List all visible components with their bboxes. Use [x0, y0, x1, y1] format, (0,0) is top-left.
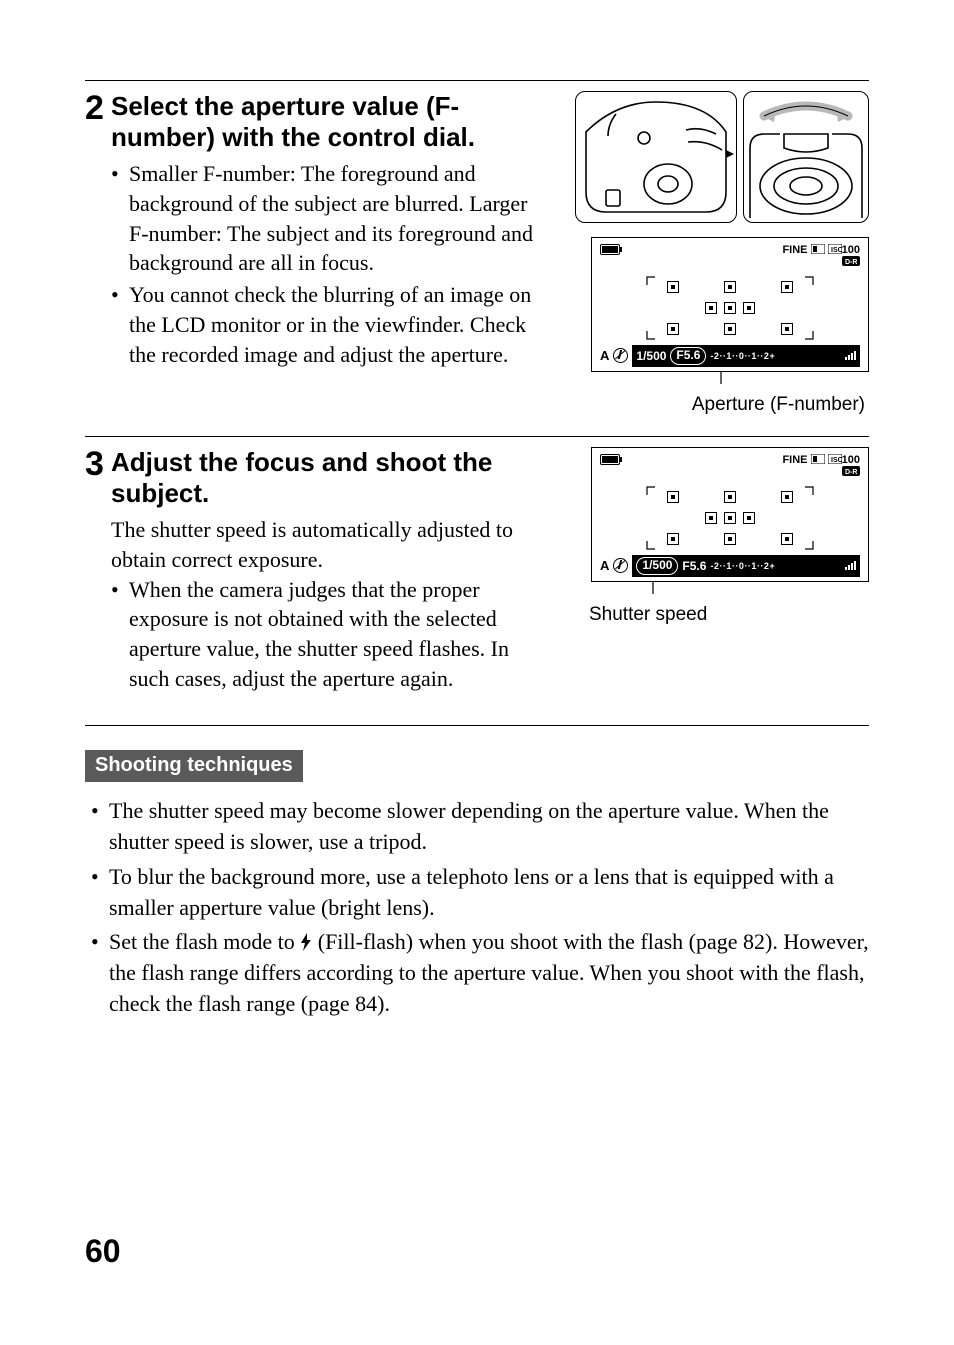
lcd-iso: 100: [842, 454, 860, 466]
step-3-title: Adjust the focus and shoot the subject.: [111, 447, 492, 508]
shooting-techniques-list: The shutter speed may become slower depe…: [85, 796, 869, 1020]
manual-page: 2 Select the aperture value (F-number) w…: [0, 0, 954, 1345]
lcd-quality: FINE: [782, 244, 807, 256]
flash-off-icon: [613, 558, 628, 573]
step-2-figures: FINE ISO100 D-R: [569, 91, 869, 416]
technique-item-2: To blur the background more, use a telep…: [85, 862, 869, 924]
step-2: 2 Select the aperture value (F-number) w…: [85, 80, 869, 416]
af-area-grid: [645, 275, 815, 341]
section-divider: [85, 725, 869, 726]
step-3-figures: FINE ISO100 D-R: [569, 447, 869, 696]
step-2-bullet-2: You cannot check the blurring of an imag…: [111, 280, 551, 369]
lcd-display-aperture: FINE ISO100 D-R: [591, 237, 869, 372]
shooting-techniques-label: Shooting techniques: [85, 750, 303, 782]
svg-text:ISO: ISO: [831, 247, 842, 254]
control-dial-diagram: [743, 91, 869, 223]
step-2-number: 2: [85, 91, 104, 125]
step-3-bullets: When the camera judges that the proper e…: [111, 575, 551, 694]
lcd-mode: A: [600, 348, 609, 363]
step-3-bullet-1: When the camera judges that the proper e…: [111, 575, 551, 694]
flash-icon: [300, 933, 312, 951]
lcd-display-shutter: FINE ISO100 D-R: [591, 447, 869, 582]
aperture-caption: Aperture (F-number): [569, 394, 869, 416]
lcd-shutter-highlight: 1/500: [636, 557, 678, 575]
step-2-bullet-1: Smaller F-number: The foreground and bac…: [111, 159, 551, 278]
step-3: 3 Adjust the focus and shoot the subject…: [85, 436, 869, 696]
step-2-bullets: Smaller F-number: The foreground and bac…: [111, 159, 551, 369]
lcd-info-strip: 1/500 F5.6 -2··1··0··1··2+: [632, 555, 860, 577]
lcd-iso: 100: [842, 244, 860, 256]
lcd-quality: FINE: [782, 454, 807, 466]
flash-off-icon: [613, 348, 628, 363]
shutter-caption: Shutter speed: [569, 604, 869, 626]
lcd-mode: A: [600, 558, 609, 573]
lcd-ev-scale: -2··1··0··1··2+: [710, 351, 775, 361]
lcd-aperture: F5.6: [682, 559, 706, 573]
af-area-grid: [645, 485, 815, 551]
battery-icon: [600, 454, 620, 465]
page-number: 60: [85, 1233, 121, 1270]
step-2-title: Select the aperture value (F-number) wit…: [111, 91, 475, 152]
step-2-text: 2 Select the aperture value (F-number) w…: [85, 91, 551, 416]
lcd-shutter: 1/500: [636, 349, 666, 363]
svg-text:ISO: ISO: [831, 457, 842, 464]
step-3-number: 3: [85, 447, 104, 481]
technique-item-3: Set the flash mode to (Fill-flash) when …: [85, 927, 869, 1019]
lcd-aperture-highlight: F5.6: [670, 347, 706, 365]
svg-text:D-R: D-R: [845, 469, 857, 476]
technique-3-pre: Set the flash mode to: [109, 929, 300, 954]
technique-item-1: The shutter speed may become slower depe…: [85, 796, 869, 858]
battery-icon: [600, 244, 620, 255]
buffer-icon: [845, 561, 856, 570]
svg-text:D-R: D-R: [845, 259, 857, 266]
step-3-intro: The shutter speed is automatically adjus…: [111, 515, 551, 574]
camera-body-diagram: [575, 91, 737, 223]
step-3-text: 3 Adjust the focus and shoot the subject…: [85, 447, 551, 696]
lcd-info-strip: 1/500 F5.6 -2··1··0··1··2+: [632, 345, 860, 367]
lcd-ev-scale: -2··1··0··1··2+: [710, 561, 775, 571]
buffer-icon: [845, 351, 856, 360]
